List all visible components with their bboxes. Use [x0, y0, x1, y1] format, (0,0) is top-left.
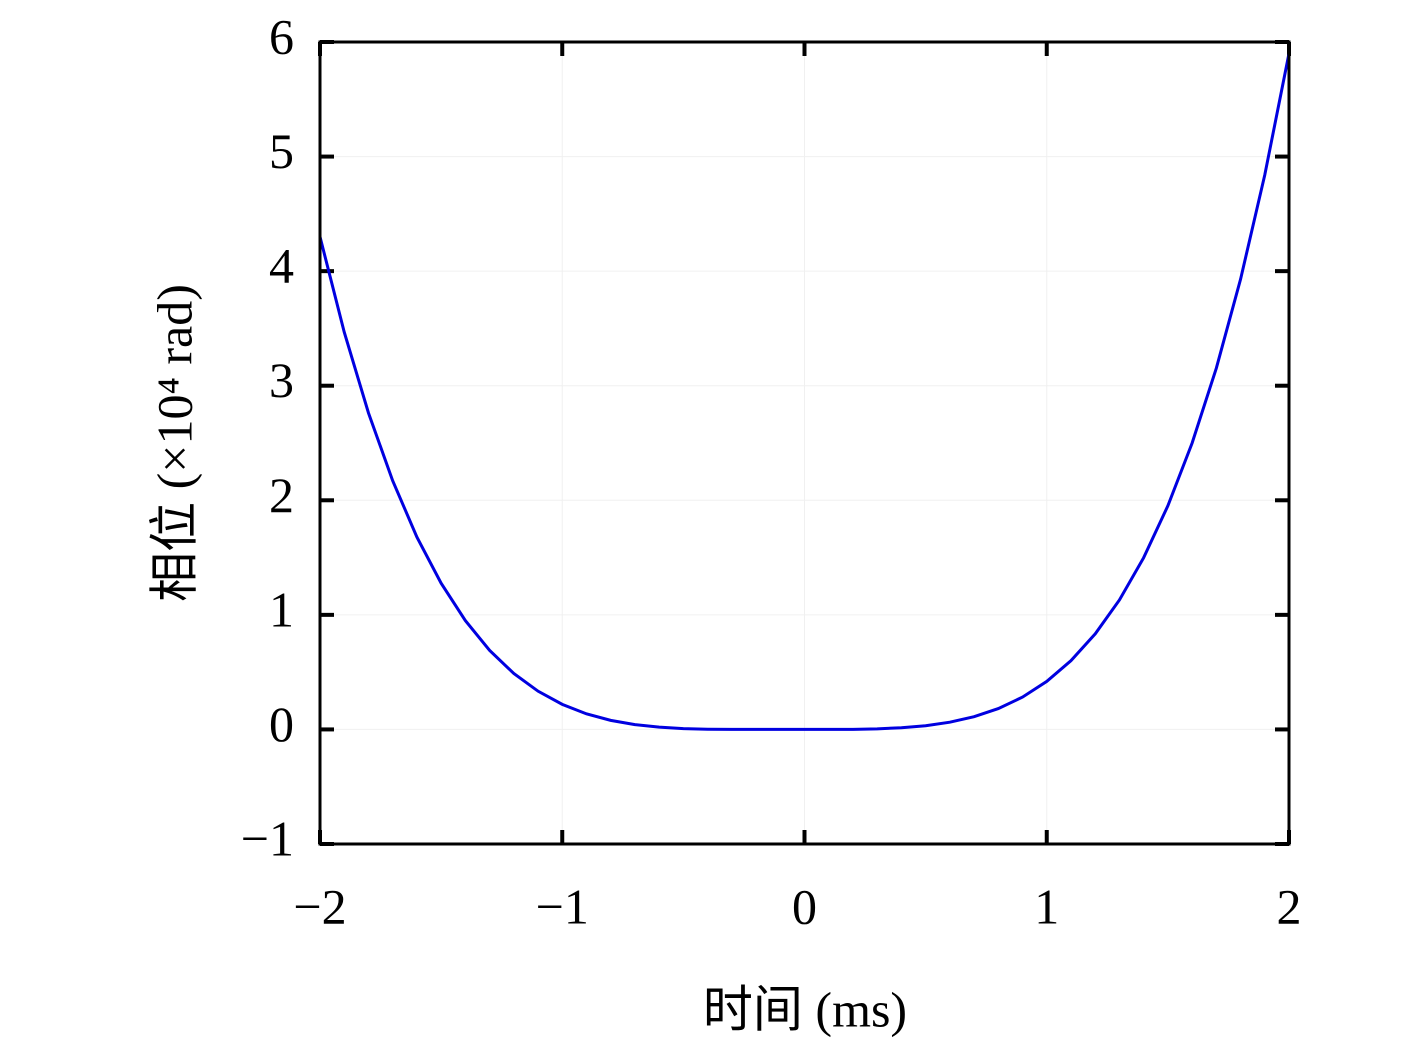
y-tick-label: 4	[269, 238, 294, 294]
x-tick-label: −1	[536, 878, 589, 934]
y-tick-label: 5	[269, 123, 294, 179]
x-tick-label: 2	[1277, 878, 1302, 934]
line-series	[318, 53, 1291, 731]
y-tick-label: 3	[269, 352, 294, 408]
x-tick-label: 1	[1034, 878, 1059, 934]
x-tick-label: 0	[792, 878, 817, 934]
plot-frame	[318, 40, 1291, 846]
x-axis-label: 时间 (ms)	[703, 981, 907, 1037]
y-tick-label: 2	[269, 467, 294, 523]
y-axis-label: 相位 (×10⁴ rad)	[146, 284, 202, 602]
x-tick-label: −2	[293, 878, 346, 934]
y-tick-label: −1	[241, 810, 294, 866]
y-tick-label: 0	[269, 696, 294, 752]
y-tick-label: 6	[269, 8, 294, 64]
y-tick-label: 1	[269, 581, 294, 637]
